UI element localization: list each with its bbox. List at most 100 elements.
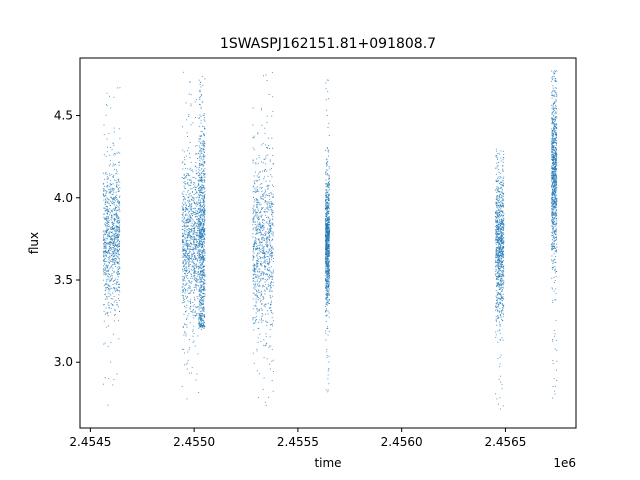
data-point bbox=[198, 199, 200, 201]
data-point bbox=[193, 242, 195, 244]
data-point bbox=[103, 268, 105, 270]
data-point bbox=[200, 225, 202, 226]
data-point bbox=[264, 211, 266, 213]
data-point bbox=[326, 273, 328, 275]
data-point bbox=[501, 309, 503, 311]
data-point bbox=[105, 244, 107, 246]
data-point bbox=[106, 209, 108, 211]
data-point bbox=[118, 184, 120, 186]
data-point bbox=[190, 213, 192, 215]
data-point bbox=[326, 270, 327, 272]
data-point bbox=[502, 222, 504, 224]
data-point bbox=[114, 168, 116, 170]
data-point bbox=[258, 224, 260, 226]
data-point bbox=[329, 269, 330, 271]
data-point bbox=[203, 314, 205, 316]
data-point bbox=[109, 262, 110, 264]
data-point bbox=[105, 230, 107, 232]
data-point bbox=[203, 224, 204, 226]
data-point bbox=[329, 198, 330, 200]
data-point bbox=[252, 280, 254, 282]
data-point bbox=[201, 307, 203, 309]
data-point bbox=[202, 223, 204, 225]
data-point bbox=[204, 200, 206, 202]
data-point bbox=[328, 194, 329, 196]
data-point bbox=[181, 239, 183, 241]
data-point bbox=[201, 228, 203, 230]
data-point bbox=[260, 278, 262, 280]
data-point bbox=[497, 176, 499, 178]
data-point bbox=[203, 170, 205, 172]
data-point bbox=[105, 191, 107, 193]
data-point bbox=[328, 244, 329, 246]
data-point bbox=[496, 181, 498, 182]
data-point bbox=[190, 302, 192, 304]
data-point bbox=[187, 244, 188, 245]
data-point bbox=[106, 173, 108, 175]
data-point bbox=[497, 225, 499, 227]
data-point bbox=[203, 176, 205, 178]
data-point bbox=[196, 313, 198, 315]
data-point bbox=[198, 221, 200, 223]
data-point bbox=[191, 289, 193, 291]
data-point bbox=[203, 228, 205, 230]
data-point bbox=[325, 88, 327, 90]
data-point bbox=[183, 174, 185, 176]
data-point bbox=[325, 287, 327, 289]
data-point bbox=[258, 373, 260, 375]
data-point bbox=[272, 271, 274, 273]
data-point bbox=[184, 323, 185, 325]
data-point bbox=[203, 323, 205, 325]
data-point bbox=[188, 266, 190, 268]
data-point bbox=[253, 221, 255, 223]
data-point bbox=[116, 198, 118, 200]
data-point bbox=[266, 238, 268, 240]
data-point bbox=[503, 298, 505, 300]
data-point bbox=[111, 249, 113, 251]
data-point bbox=[200, 178, 202, 180]
data-point bbox=[325, 272, 327, 274]
data-point bbox=[264, 256, 266, 257]
data-point bbox=[103, 304, 105, 306]
data-point bbox=[328, 270, 330, 272]
data-point bbox=[113, 179, 115, 181]
data-point bbox=[202, 274, 204, 276]
data-point bbox=[105, 104, 107, 106]
data-point bbox=[327, 199, 329, 201]
data-point bbox=[192, 311, 194, 313]
data-point bbox=[204, 289, 206, 291]
data-point bbox=[184, 332, 186, 334]
data-point bbox=[326, 185, 328, 186]
data-point bbox=[252, 250, 254, 252]
data-point bbox=[184, 238, 186, 240]
data-point bbox=[257, 232, 258, 234]
data-point bbox=[200, 312, 202, 314]
data-point bbox=[199, 316, 201, 318]
data-point bbox=[190, 216, 192, 218]
data-point bbox=[200, 108, 202, 110]
data-point bbox=[267, 228, 268, 230]
data-point bbox=[328, 238, 330, 240]
data-point bbox=[190, 185, 192, 186]
data-point bbox=[116, 184, 118, 186]
data-point bbox=[497, 277, 499, 279]
data-point bbox=[497, 341, 499, 343]
data-point bbox=[500, 293, 502, 295]
data-point bbox=[326, 238, 328, 240]
data-point bbox=[193, 233, 195, 235]
data-point bbox=[328, 246, 330, 248]
data-point bbox=[499, 249, 501, 251]
data-point bbox=[201, 325, 203, 327]
data-point bbox=[264, 235, 266, 236]
data-point bbox=[188, 244, 190, 246]
data-point bbox=[325, 192, 327, 194]
data-point bbox=[111, 189, 113, 191]
data-point bbox=[259, 241, 261, 243]
data-point bbox=[183, 240, 184, 242]
data-point bbox=[190, 188, 192, 190]
data-point bbox=[202, 177, 204, 179]
data-point bbox=[199, 142, 201, 144]
data-point bbox=[502, 256, 504, 258]
data-point bbox=[203, 258, 204, 260]
data-point bbox=[325, 260, 327, 262]
